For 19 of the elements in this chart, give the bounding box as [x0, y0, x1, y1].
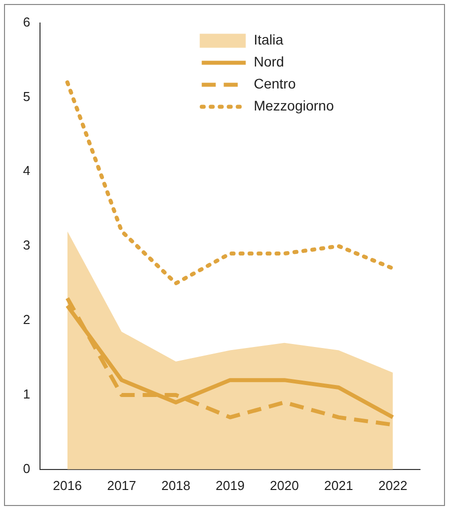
y-tick-label: 5: [22, 88, 30, 104]
y-tick-label: 0: [22, 460, 30, 476]
legend-label: Mezzogiorno: [254, 98, 334, 114]
y-tick-label: 1: [22, 386, 30, 402]
x-tick-label: 2020: [270, 478, 299, 493]
y-tick-label: 2: [22, 312, 30, 328]
line-series: [65, 80, 395, 286]
legend-label: Centro: [254, 76, 296, 92]
legend-label: Italia: [254, 32, 284, 48]
x-tick-label: 2018: [161, 478, 190, 493]
x-tick-label: 2016: [52, 478, 82, 493]
y-tick-label: 6: [22, 14, 30, 30]
x-tick-label: 2019: [216, 478, 245, 493]
x-tick-label: 2022: [378, 478, 408, 493]
legend-label: Nord: [254, 54, 284, 70]
y-tick-label: 3: [22, 238, 30, 253]
x-tick-label: 2017: [107, 478, 136, 493]
x-tick-label: 2021: [324, 478, 354, 493]
y-tick-label: 4: [22, 163, 30, 178]
